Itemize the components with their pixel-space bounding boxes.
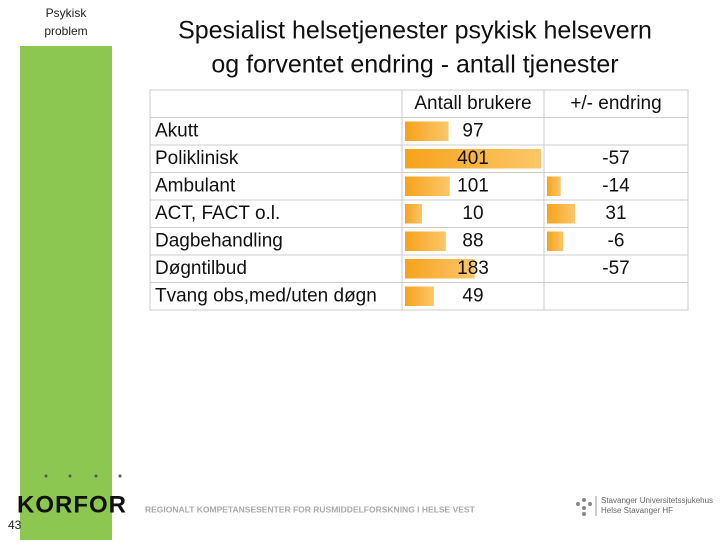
data-bar (405, 121, 449, 141)
data-bar (405, 259, 475, 279)
row-label: Tvang obs,med/uten døgn (155, 285, 377, 306)
cell: 49 (462, 285, 483, 306)
footer-right: Helse Stavanger HF (601, 506, 673, 515)
data-bar (405, 149, 541, 169)
cell: 97 (462, 120, 483, 141)
data-bar (405, 204, 423, 224)
footer-right: Stavanger Universitetssjukehus (601, 496, 713, 505)
row-label: Poliklinisk (155, 148, 239, 169)
cell: -6 (608, 230, 625, 251)
title: Spesialist helsetjenester psykisk helsev… (178, 17, 652, 45)
sidebar-label: Psykisk (46, 6, 88, 20)
column-header: +/- endring (570, 93, 661, 114)
data-bar (547, 204, 575, 224)
row-label: Akutt (155, 120, 199, 141)
dots (44, 474, 122, 478)
sidebar (20, 0, 112, 540)
data-bar (547, 176, 561, 196)
cell: 10 (462, 203, 483, 224)
row-label: Døgntilbud (155, 258, 247, 279)
row-label: ACT, FACT o.l. (155, 203, 280, 224)
cell: -57 (602, 148, 629, 169)
footer-text: REGIONALT KOMPETANSESENTER FOR RUSMIDDEL… (145, 504, 476, 514)
data-bar (405, 231, 446, 251)
logo: KORFOR (17, 491, 127, 518)
cell: 31 (605, 203, 626, 224)
sidebar-label: problem (44, 24, 87, 38)
row-label: Ambulant (155, 175, 236, 196)
cell: 101 (457, 175, 489, 196)
cell: -57 (602, 258, 629, 279)
cell: 183 (457, 258, 489, 279)
data-bar (405, 286, 434, 306)
row-label: Dagbehandling (155, 230, 283, 251)
sidebar-label-box (20, 0, 112, 46)
data-bar (405, 176, 450, 196)
cell: 88 (462, 230, 483, 251)
hospital-icon (576, 498, 592, 516)
cell: 401 (457, 148, 489, 169)
page-number: 43 (8, 518, 22, 532)
column-header: Antall brukere (414, 93, 531, 114)
cell: -14 (602, 175, 630, 196)
title: og forventet endring - antall tjenester (211, 51, 618, 79)
data-bar (547, 231, 564, 251)
